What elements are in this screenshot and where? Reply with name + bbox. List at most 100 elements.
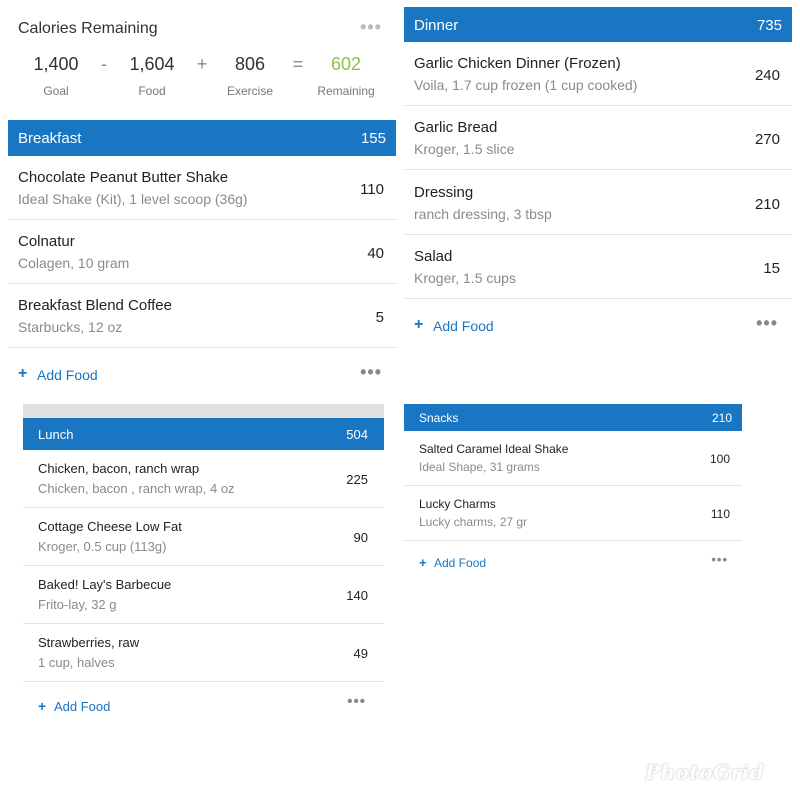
snacks-header[interactable]: Snacks 210	[404, 404, 742, 431]
food-calories: 225	[346, 472, 368, 487]
food-description: ranch dressing, 3 tbsp	[414, 206, 552, 222]
calorie-equation: 1,400 Goal - 1,604 Food + 806 Exercise =…	[8, 54, 396, 104]
food-description: Kroger, 0.5 cup (113g)	[38, 539, 167, 554]
lunch-section: Lunch 504 Chicken, bacon, ranch wrap Chi…	[23, 404, 384, 734]
food-calories: 100	[709, 452, 730, 466]
goal-value: 1,400	[33, 54, 79, 74]
plus-icon[interactable]: +	[419, 555, 427, 570]
meal-name: Lunch	[38, 427, 74, 442]
food-row[interactable]: Dressing ranch dressing, 3 tbsp 210	[404, 171, 792, 235]
food-name: Garlic Chicken Dinner (Frozen)	[414, 55, 621, 72]
food-row[interactable]: Garlic Bread Kroger, 1.5 slice 270	[404, 106, 792, 170]
exercise-value: 806	[234, 54, 266, 74]
food-row[interactable]: Salad Kroger, 1.5 cups 15	[404, 235, 792, 299]
food-description: Ideal Shake (Kit), 1 level scoop (36g)	[18, 191, 248, 207]
food-name: Salted Caramel Ideal Shake	[419, 442, 569, 456]
more-options-icon[interactable]: •••	[711, 552, 728, 567]
food-calories: 5	[375, 309, 384, 326]
food-name: Chocolate Peanut Butter Shake	[18, 169, 229, 186]
plus-icon[interactable]: +	[18, 365, 28, 382]
food-description: Kroger, 1.5 slice	[414, 141, 515, 157]
dinner-section: Dinner 735 Garlic Chicken Dinner (Frozen…	[404, 7, 792, 359]
food-name: Colnatur	[18, 233, 75, 250]
meal-calories: 735	[756, 17, 782, 34]
food-name: Salad	[414, 248, 453, 265]
food-column: 1,604 Food	[112, 54, 192, 98]
food-row[interactable]: Chocolate Peanut Butter Shake Ideal Shak…	[8, 156, 396, 220]
food-name: Cottage Cheese Low Fat	[38, 519, 182, 534]
remaining-value: 602	[330, 54, 362, 74]
breakfast-header[interactable]: Breakfast 155	[8, 120, 396, 156]
plus-icon[interactable]: +	[414, 316, 424, 333]
breakfast-section: Breakfast 155 Chocolate Peanut Butter Sh…	[8, 120, 396, 400]
food-calories: 240	[754, 67, 780, 84]
meal-name: Breakfast	[18, 130, 82, 147]
section-divider	[23, 404, 384, 418]
food-calories: 210	[754, 196, 780, 213]
calories-remaining-card: Calories Remaining ••• 1,400 Goal - 1,60…	[8, 0, 396, 118]
food-calories: 40	[367, 245, 384, 262]
summary-more-icon[interactable]: •••	[360, 17, 382, 37]
food-calories: 15	[763, 260, 780, 277]
plus-icon[interactable]: +	[38, 698, 47, 714]
food-calories: 270	[754, 131, 780, 148]
exercise-label: Exercise	[226, 84, 273, 98]
food-name: Strawberries, raw	[38, 635, 140, 650]
food-row[interactable]: Lucky Charms Lucky charms, 27 gr 110	[404, 486, 742, 541]
food-calories: 49	[353, 646, 368, 661]
food-row[interactable]: Chicken, bacon, ranch wrap Chicken, baco…	[23, 450, 384, 508]
meal-name: Dinner	[414, 17, 459, 34]
food-name: Lucky Charms	[419, 497, 496, 511]
meal-calories: 155	[360, 130, 386, 147]
add-food-button[interactable]: Add Food	[54, 699, 111, 714]
lunch-header[interactable]: Lunch 504	[23, 418, 384, 450]
dinner-add-food-row: + Add Food •••	[404, 300, 792, 352]
food-description: Ideal Shape, 31 grams	[419, 460, 540, 474]
add-food-button[interactable]: Add Food	[434, 556, 487, 570]
food-name: Dressing	[414, 184, 474, 201]
goal-label: Goal	[43, 84, 69, 98]
food-description: 1 cup, halves	[38, 655, 115, 670]
food-calories: 110	[710, 507, 730, 521]
food-row[interactable]: Garlic Chicken Dinner (Frozen) Voila, 1.…	[404, 42, 792, 106]
food-label: Food	[138, 84, 166, 98]
food-row[interactable]: Cottage Cheese Low Fat Kroger, 0.5 cup (…	[23, 508, 384, 566]
meal-calories: 210	[711, 411, 732, 425]
food-name: Baked! Lay's Barbecue	[38, 577, 172, 592]
snacks-section: Snacks 210 Salted Caramel Ideal Shake Id…	[404, 404, 742, 589]
more-options-icon[interactable]: •••	[756, 313, 778, 333]
food-description: Colagen, 10 gram	[18, 255, 130, 271]
food-description: Starbucks, 12 oz	[18, 319, 123, 335]
goal-column: 1,400 Goal	[16, 54, 96, 98]
food-row[interactable]: Salted Caramel Ideal Shake Ideal Shape, …	[404, 431, 742, 486]
meal-name: Snacks	[419, 411, 459, 425]
food-description: Lucky charms, 27 gr	[419, 515, 528, 529]
food-row[interactable]: Baked! Lay's Barbecue Frito-lay, 32 g 14…	[23, 566, 384, 624]
photogrid-watermark: PhotoGrid	[645, 760, 765, 784]
food-calories: 90	[353, 530, 368, 545]
lunch-add-food-row: + Add Food •••	[23, 683, 384, 731]
calories-remaining-title: Calories Remaining	[18, 20, 158, 37]
food-description: Kroger, 1.5 cups	[414, 270, 516, 286]
food-row[interactable]: Strawberries, raw 1 cup, halves 49	[23, 624, 384, 682]
food-description: Frito-lay, 32 g	[38, 597, 117, 612]
food-calories: 140	[346, 588, 368, 603]
add-food-button[interactable]: Add Food	[37, 367, 98, 383]
breakfast-add-food-row: + Add Food •••	[8, 349, 396, 400]
food-description: Voila, 1.7 cup frozen (1 cup cooked)	[414, 77, 638, 93]
minus-operator: -	[101, 54, 107, 74]
food-name: Chicken, bacon, ranch wrap	[38, 461, 200, 476]
more-options-icon[interactable]: •••	[347, 693, 366, 710]
food-value: 1,604	[129, 54, 175, 74]
more-options-icon[interactable]: •••	[360, 362, 382, 382]
dinner-header[interactable]: Dinner 735	[404, 7, 792, 42]
remaining-label: Remaining	[317, 84, 375, 98]
food-name: Garlic Bread	[414, 119, 498, 136]
add-food-button[interactable]: Add Food	[433, 318, 494, 334]
food-description: Chicken, bacon , ranch wrap, 4 oz	[38, 481, 235, 496]
plus-operator: +	[196, 54, 208, 74]
food-row[interactable]: Breakfast Blend Coffee Starbucks, 12 oz …	[8, 284, 396, 348]
meal-calories: 504	[346, 427, 368, 442]
food-row[interactable]: Colnatur Colagen, 10 gram 40	[8, 220, 396, 284]
food-calories: 110	[360, 181, 384, 198]
